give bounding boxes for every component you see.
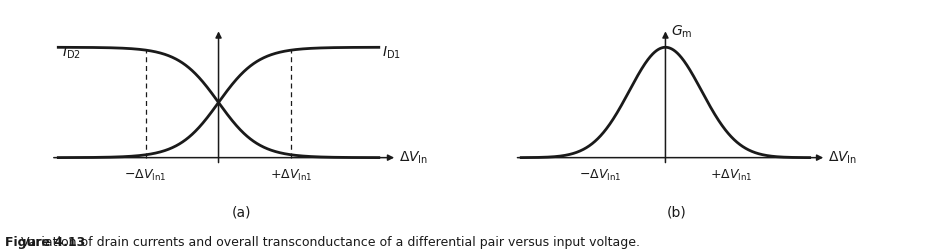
Text: (b): (b): [668, 205, 687, 219]
Text: $\Delta \mathit{V}_{\rm In}$: $\Delta \mathit{V}_{\rm In}$: [400, 150, 428, 166]
Text: $-\Delta \mathit{V}_{\rm In1}$: $-\Delta \mathit{V}_{\rm In1}$: [579, 168, 621, 183]
Text: (a): (a): [232, 205, 251, 219]
Text: $+\Delta \mathit{V}_{\rm In1}$: $+\Delta \mathit{V}_{\rm In1}$: [270, 168, 313, 183]
Text: $\Delta \mathit{V}_{\rm In}$: $\Delta \mathit{V}_{\rm In}$: [828, 150, 857, 166]
Text: Figure 4.13: Figure 4.13: [5, 236, 85, 249]
Text: $\mathit{I}_{\rm D1}$: $\mathit{I}_{\rm D1}$: [383, 45, 402, 61]
Text: Variation of drain currents and overall transconductance of a differential pair : Variation of drain currents and overall …: [5, 236, 640, 249]
Text: $\mathit{I}_{\rm D2}$: $\mathit{I}_{\rm D2}$: [62, 45, 80, 61]
Text: $+\Delta \mathit{V}_{\rm In1}$: $+\Delta \mathit{V}_{\rm In1}$: [710, 168, 752, 183]
Text: $\mathit{G}_{\rm m}$: $\mathit{G}_{\rm m}$: [670, 24, 692, 40]
Text: $-\Delta \mathit{V}_{\rm In1}$: $-\Delta \mathit{V}_{\rm In1}$: [124, 168, 167, 183]
